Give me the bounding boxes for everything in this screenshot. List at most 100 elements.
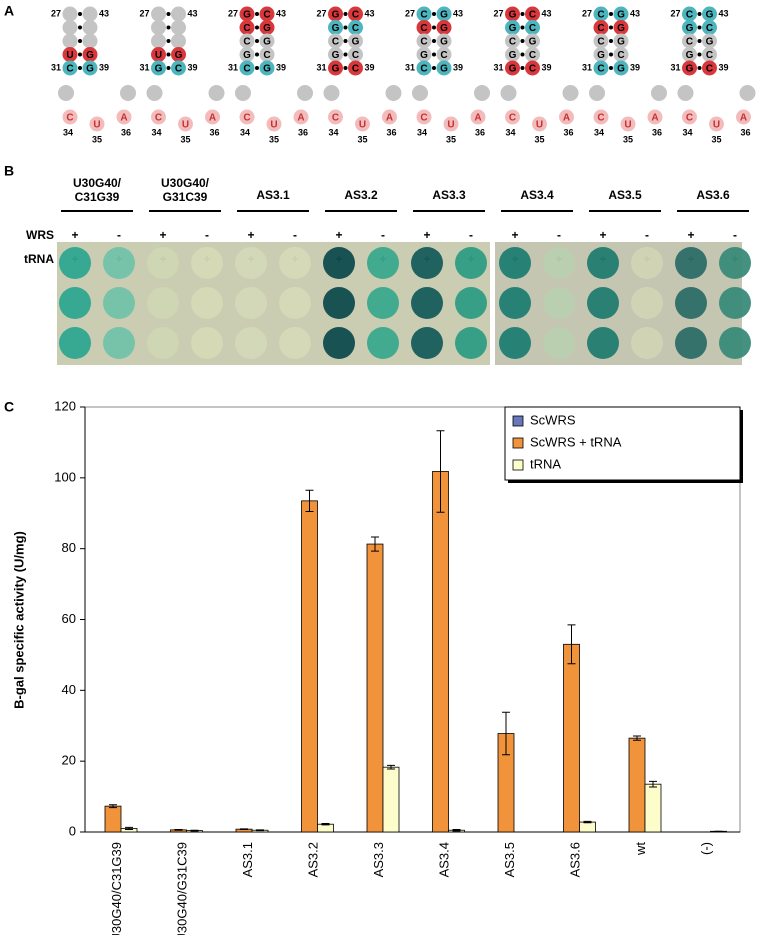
nucleotide [171, 33, 186, 49]
position-number: 31 [316, 62, 326, 72]
group-label: AS3.1 [256, 188, 290, 202]
bar [628, 737, 646, 833]
panel-label: C [4, 399, 14, 415]
nucleotide [297, 85, 313, 101]
x-tick-label: AS3.5 [502, 842, 517, 877]
colony-spot [323, 327, 355, 359]
nucleotide-letter: G [686, 64, 694, 75]
colony-spot [675, 327, 707, 359]
nucleotide [613, 20, 629, 35]
nucleotide [323, 85, 340, 101]
bond-dot [697, 25, 702, 30]
loop-nucleotide [532, 116, 547, 132]
position-number: 35 [357, 134, 367, 144]
nucleotide-letter: G [352, 37, 360, 48]
row-label: WRS [26, 228, 54, 242]
nucleotide [505, 6, 520, 22]
loop-letter: C [332, 113, 339, 124]
position-number: 36 [121, 127, 131, 137]
nucleotide [259, 47, 275, 62]
colony-spot [59, 247, 91, 279]
loop-letter: A [474, 113, 481, 124]
loop-letter: C [686, 113, 693, 124]
nucleotide [525, 20, 540, 35]
x-tick-label: U30G40/C31G39 [109, 842, 124, 935]
nucleotide-letter: C [706, 50, 713, 61]
nucleotide-letter: C [529, 23, 536, 34]
group-label: U30G40/ [161, 176, 210, 190]
nucleotide-letter: C [440, 50, 447, 61]
loop-nucleotide [620, 116, 636, 132]
nucleotide-letter: C [332, 37, 339, 48]
nucleotide [120, 85, 136, 101]
loop-letter: A [651, 113, 658, 124]
loop-nucleotide [328, 109, 343, 125]
loop-letter: C [597, 113, 604, 124]
error-bar [240, 828, 248, 831]
nucleotide [348, 6, 363, 22]
legend-label: ScWRS + tRNA [530, 434, 622, 449]
colony-spot [147, 247, 179, 279]
colony-spot [103, 327, 135, 359]
position-number: 39 [719, 62, 729, 72]
colony-spot [191, 247, 223, 279]
group-label: AS3.4 [520, 188, 554, 202]
bond-dot [166, 12, 171, 16]
nucleotide [593, 60, 609, 76]
colony-spot [323, 247, 355, 279]
bond-dot [343, 39, 348, 43]
position-number: 34 [240, 127, 250, 137]
position-number: 31 [670, 62, 680, 72]
colony-spot [279, 327, 311, 359]
loop-letter: C [420, 113, 427, 124]
x-tick-label: (-) [699, 842, 714, 855]
nucleotide-letter: C [243, 37, 250, 48]
position-number: 39 [365, 62, 375, 72]
colony-spot [191, 327, 223, 359]
loop-letter: U [359, 120, 366, 131]
nucleotide [474, 85, 490, 101]
nucleotide [151, 60, 166, 76]
loop-letter: A [297, 113, 304, 124]
nucleotide [505, 20, 520, 35]
error-bar [649, 780, 657, 788]
error-bar [256, 829, 264, 832]
nucleotide [416, 47, 432, 62]
position-number: 36 [563, 127, 573, 137]
bond-dot [255, 25, 259, 30]
nucleotide [239, 47, 255, 62]
colony-spot [675, 287, 707, 319]
nucleotide [239, 60, 255, 76]
nucleotide [146, 85, 163, 101]
loop-letter: A [209, 113, 216, 124]
group-label: AS3.3 [432, 188, 466, 202]
wrs-sign: - [117, 228, 121, 242]
position-number: 34 [682, 127, 692, 137]
nucleotide-letter: G [263, 23, 271, 34]
colony-spot [499, 247, 531, 279]
nucleotide [525, 47, 540, 62]
bond-dot [520, 25, 525, 30]
position-number: 39 [542, 62, 552, 72]
colony-spot [587, 247, 619, 279]
loop-nucleotide [647, 109, 663, 125]
colony-spot [279, 287, 311, 319]
nucleotide-letter: G [686, 23, 694, 34]
nucleotide-letter: C [352, 64, 359, 75]
position-number: 35 [92, 134, 102, 144]
bond-dot [520, 66, 525, 70]
nucleotide-letter: C [706, 23, 713, 34]
nucleotide-letter: G [617, 23, 625, 34]
bond-dot [609, 66, 613, 70]
bond-dot [166, 52, 171, 57]
bond-dot [166, 25, 171, 30]
position-number: 34 [505, 127, 515, 137]
bond-dot [166, 39, 171, 43]
wrs-sign: + [511, 228, 518, 242]
x-tick-label: AS3.3 [371, 842, 386, 877]
position-number: 39 [630, 62, 640, 72]
position-number: 36 [298, 127, 308, 137]
nucleotide-letter: C [352, 50, 359, 61]
nucleotide [62, 20, 78, 35]
